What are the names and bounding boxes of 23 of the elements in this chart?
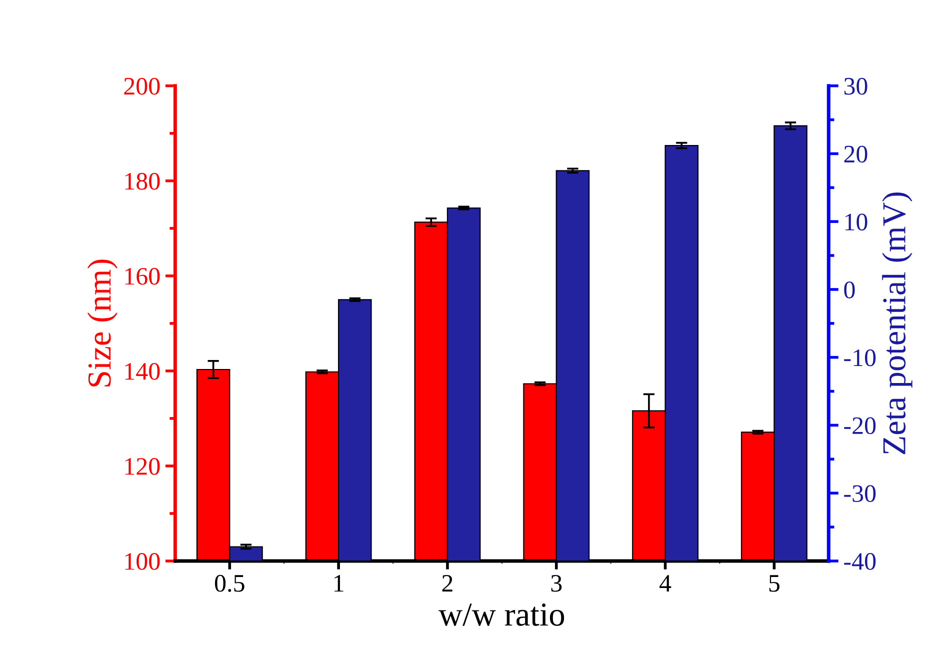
y-tick-label: 160 <box>125 268 160 285</box>
x-tick-label: 4 <box>660 575 672 592</box>
x-axis-title: w/w ratio <box>438 603 564 626</box>
y2-tick-label: -30 <box>844 485 876 502</box>
y2-tick-label: -10 <box>844 349 876 366</box>
y2-tick-label: 0 <box>844 282 855 298</box>
y-tick-label: 140 <box>125 362 160 380</box>
y-tick-label: 100 <box>125 553 160 570</box>
y2-tick-label: -40 <box>844 553 876 570</box>
y-tick-label: 120 <box>125 458 160 475</box>
y2-axis-title: Zeta potential (mV) <box>882 192 912 454</box>
y2-tick-label: 10 <box>845 214 868 230</box>
x-tick-label: 3 <box>551 574 562 592</box>
y-axis-title: Size (nm) <box>87 260 118 386</box>
y-tick-label: 200 <box>124 78 160 95</box>
y2-tick-label: 30 <box>844 78 868 95</box>
y-tick-label: 180 <box>125 172 160 190</box>
x-tick-label: 1 <box>334 575 344 592</box>
x-tick-label: 0.5 <box>214 574 244 592</box>
x-tick-label: 2 <box>442 574 452 592</box>
x-tick-label: 5 <box>769 575 780 592</box>
y2-tick-label: -20 <box>844 417 876 434</box>
y2-tick-label: 20 <box>844 146 868 163</box>
